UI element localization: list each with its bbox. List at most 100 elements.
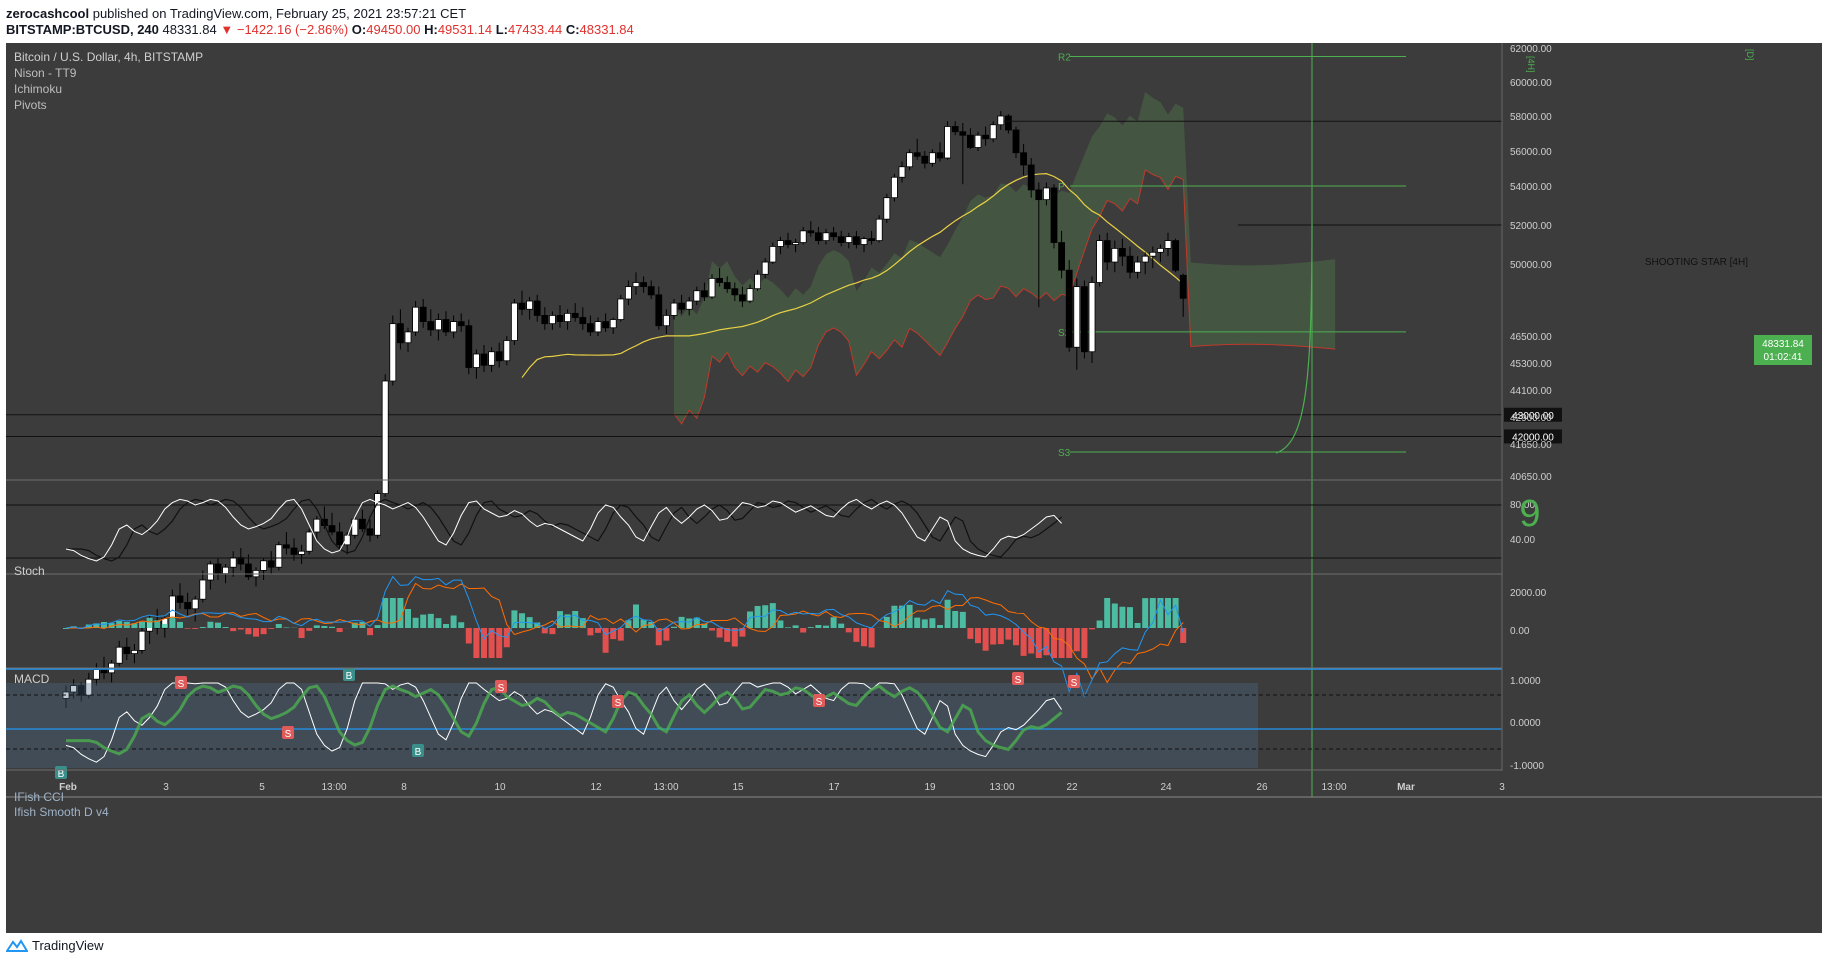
candle-body xyxy=(731,288,739,296)
candle-body xyxy=(891,176,898,199)
legend-indicator-2[interactable]: Ichimoku xyxy=(14,82,62,96)
macd-histogram-bar xyxy=(640,619,647,628)
candle-body xyxy=(1172,240,1179,271)
candle-body xyxy=(944,126,951,159)
shooting-star-label: SHOOTING STAR [4H] xyxy=(1645,257,1748,268)
candle-body xyxy=(640,282,647,288)
macd-histogram-bar xyxy=(184,628,191,629)
time-tick-label: Feb xyxy=(59,782,77,793)
macd-histogram-bar xyxy=(268,628,275,629)
macd-histogram-bar xyxy=(161,623,168,628)
candle-body xyxy=(298,550,306,555)
ichimoku-lower-line xyxy=(673,169,1336,425)
macd-histogram-bar xyxy=(1051,628,1057,658)
macd-histogram-bar xyxy=(450,615,457,628)
macd-histogram-bar xyxy=(169,617,176,628)
macd-histogram-bar xyxy=(785,627,791,628)
candle-body xyxy=(799,230,807,243)
candle-body xyxy=(761,261,769,275)
macd-histogram-bar xyxy=(861,628,867,647)
macd-histogram-bar xyxy=(1013,628,1019,646)
ifish-label-1[interactable]: IFish CCI xyxy=(14,790,64,804)
macd-histogram-bar xyxy=(465,628,472,644)
price-level-tag xyxy=(1504,429,1562,444)
candle-body xyxy=(556,315,564,322)
legend-indicator-3[interactable]: Pivots xyxy=(14,98,47,112)
candle-body xyxy=(434,319,442,331)
candle-body xyxy=(1126,255,1134,273)
candle-body xyxy=(290,547,298,555)
macd-histogram-bar xyxy=(602,628,609,653)
macd-histogram-bar xyxy=(1005,628,1012,640)
ifish-tick-label: -1.0000 xyxy=(1510,761,1544,772)
macd-histogram-bar xyxy=(367,628,373,636)
legend-indicator-1[interactable]: Nison - TT9 xyxy=(14,66,77,80)
candle-body xyxy=(701,290,708,298)
macd-histogram-bar xyxy=(336,628,343,632)
pivot-label: S3 xyxy=(1058,448,1071,459)
chart-area[interactable]: R2 P S2 S3 B S S B B S S S S S 43000.00 42000.00 62000… xyxy=(6,43,1822,938)
candle-body xyxy=(564,312,571,323)
macd-histogram-bar xyxy=(944,599,951,628)
chart-svg[interactable]: R2 P S2 S3 B S S B B S S S S S 43000.00 42000.00 62000… xyxy=(6,43,1822,933)
macd-histogram-bar xyxy=(625,620,632,628)
chart-text: Bitcoin / U.S. Dollar, 4h, BITSTAMP Niso… xyxy=(14,49,1755,819)
stoch-label[interactable]: Stoch xyxy=(14,564,45,578)
candle-body xyxy=(807,230,815,234)
time-tick-label: 3 xyxy=(163,782,169,793)
macd-histogram-bar xyxy=(701,623,708,628)
candle-body xyxy=(472,353,480,368)
ifish-band xyxy=(6,683,1258,768)
macd-histogram-bar xyxy=(1127,607,1133,628)
macd-histogram-bar xyxy=(921,619,928,628)
candle-body xyxy=(123,646,131,655)
price-level-label: 43000.00 xyxy=(1512,411,1554,422)
candle-body xyxy=(1141,255,1149,263)
candle-body xyxy=(571,312,579,318)
candle-body xyxy=(222,566,230,575)
macd-histogram-bar xyxy=(420,614,427,628)
macd-histogram-bar xyxy=(519,613,525,628)
time-tick-label: 17 xyxy=(828,782,840,793)
time-tick-label: 3 xyxy=(1499,782,1505,793)
macd-histogram-bar xyxy=(412,617,419,628)
macd-tick-label: 2000.00 xyxy=(1510,588,1547,599)
candle-body xyxy=(503,340,511,362)
macd-label[interactable]: MACD xyxy=(14,672,50,686)
candle-body xyxy=(358,518,366,530)
macd-histogram-bar xyxy=(830,617,837,628)
candle-body xyxy=(244,563,252,578)
publisher-name[interactable]: zerocashcool xyxy=(6,6,90,21)
macd-histogram-bar xyxy=(1180,628,1187,643)
macd-histogram-bar xyxy=(481,628,487,658)
candle-body xyxy=(609,319,617,329)
price-tick-label: 60000.00 xyxy=(1510,78,1552,89)
stoch-pane[interactable] xyxy=(6,498,1502,562)
candle-body xyxy=(549,315,556,325)
candle-body xyxy=(1096,240,1103,283)
macd-histogram-bar xyxy=(724,628,731,642)
candle-body xyxy=(115,646,123,664)
candle-body xyxy=(229,557,237,568)
macd-pane[interactable] xyxy=(63,575,1187,698)
macd-histogram-bar xyxy=(792,625,799,628)
candle-body xyxy=(845,236,853,243)
candle-body xyxy=(685,300,693,310)
ifish-pane[interactable]: B S S B B S S S S S xyxy=(6,668,1822,780)
price-tick-label: 52000.00 xyxy=(1510,221,1552,232)
candle-body xyxy=(176,595,184,603)
tradingview-footer[interactable]: TradingView xyxy=(6,938,104,953)
candle-body xyxy=(131,650,138,655)
candle-body xyxy=(191,598,199,610)
low-value: 47433.44 xyxy=(507,22,563,37)
candle-body xyxy=(875,218,883,241)
ifish-label-2[interactable]: Ifish Smooth D v4 xyxy=(14,805,109,819)
candle-body xyxy=(381,380,389,494)
candle-body xyxy=(533,300,541,316)
candle-body xyxy=(739,294,746,302)
candle-body xyxy=(974,134,982,148)
candle-body xyxy=(1005,115,1012,131)
macd-histogram-bar xyxy=(511,610,518,628)
ifish-fast-line xyxy=(65,682,1063,763)
